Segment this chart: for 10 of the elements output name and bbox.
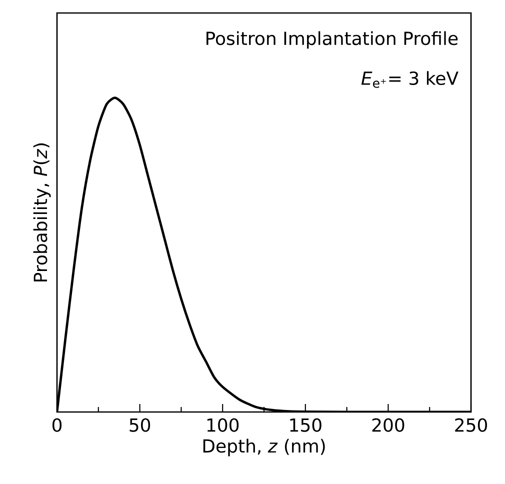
x-tick-label: 0 [52, 418, 62, 432]
chart-title: Positron Implantation Profile [206, 31, 458, 49]
text: E$_{e⁺}$= 3 keV [361, 71, 458, 88]
x-tick-label: 100 [207, 418, 239, 432]
x-tick-label: 50 [130, 418, 150, 432]
x-tick-label: 250 [455, 418, 487, 432]
y-axis-title: Probability, P(z) [33, 143, 51, 282]
x-tick-label: 150 [290, 418, 322, 432]
x-axis-title: Depth, z (nm) [203, 438, 325, 456]
x-tick-label: 200 [372, 418, 404, 432]
